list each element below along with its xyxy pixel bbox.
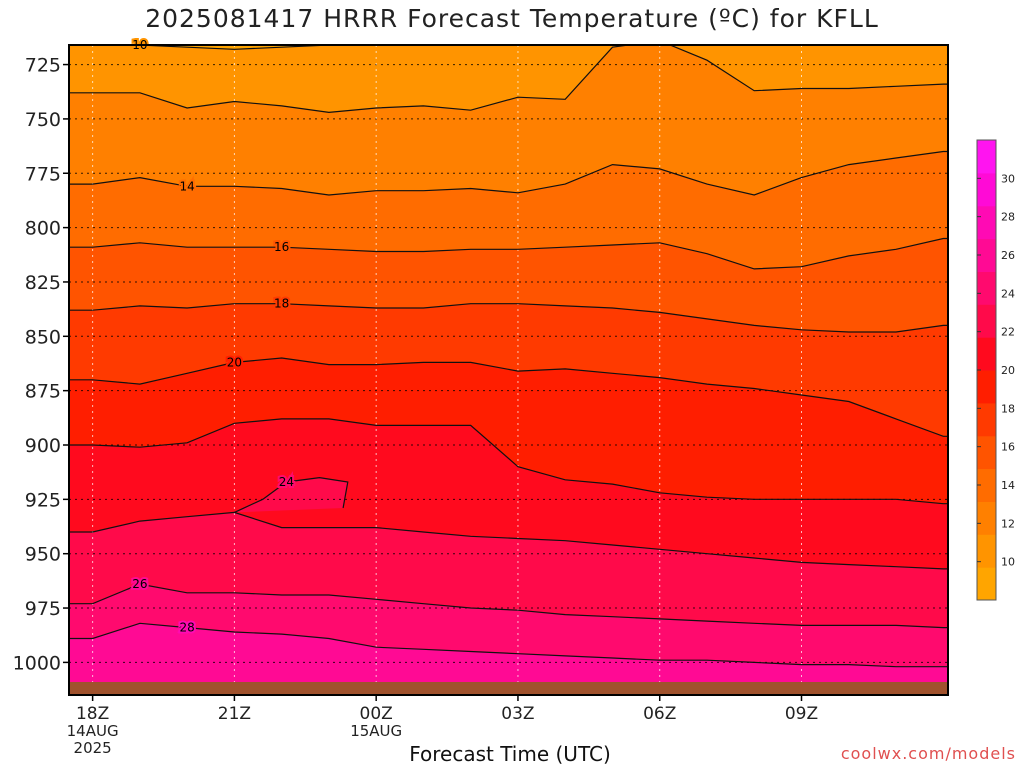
colorbar-tick-label: 18	[1001, 402, 1015, 415]
x-tick-sublabel: 14AUG	[67, 722, 119, 740]
contour-label-28: 28	[180, 621, 195, 635]
y-tick-label: 850	[25, 326, 61, 348]
colorbar-swatch	[977, 271, 996, 305]
plot-area	[69, 45, 948, 695]
plot-frame	[68, 44, 949, 696]
contour-12	[69, 45, 948, 114]
colorbar-tick-label: 10	[1001, 556, 1015, 569]
y-tick-label: 800	[25, 218, 61, 240]
contour-26	[69, 583, 948, 629]
colorbar-swatch	[977, 238, 996, 272]
colorbar-swatch	[977, 468, 996, 502]
contour-10	[69, 45, 948, 50]
colorbar-tick-label: 16	[1001, 441, 1015, 454]
colorbar-swatch	[977, 435, 996, 470]
y-axis: 725 750 775 800 825 850 875 900 925 950 975 1000	[13, 55, 69, 674]
colorbar-tick-label: 14	[1001, 479, 1015, 492]
x-tick-label: 18Z	[76, 704, 109, 724]
contour-lines	[69, 45, 948, 695]
band-28	[69, 623, 948, 695]
temperature-bands	[69, 45, 948, 695]
terrain-strip	[69, 682, 948, 695]
grid-lines	[69, 45, 948, 695]
colorbar-tick-label: 28	[1001, 211, 1015, 224]
contour-28	[69, 622, 948, 668]
contour-22	[69, 418, 948, 505]
x-tick-label: 21Z	[218, 704, 251, 724]
contour-label-18: 18	[274, 297, 289, 311]
contour-14	[69, 150, 948, 196]
contour-24	[234, 476, 349, 513]
y-tick-label: 875	[25, 381, 61, 403]
contour-20	[69, 357, 948, 437]
x-tick-label: 03Z	[501, 704, 534, 724]
colorbar-swatch	[977, 337, 996, 371]
x-tick-sublabel: 15AUG	[350, 722, 402, 740]
colorbar-swatch	[977, 304, 996, 338]
y-tick-label: 900	[25, 435, 61, 457]
band-24-dome	[234, 477, 348, 513]
colorbar-swatch	[977, 172, 996, 207]
contour-16	[69, 237, 948, 270]
x-tick-label: 06Z	[643, 704, 676, 724]
colorbar: 10 12 14 16 18 20 22 24 26 28 30	[976, 139, 1015, 601]
y-tick-label: 1000	[13, 652, 61, 674]
x-axis-label: Forecast Time (UTC)	[409, 742, 611, 766]
credit-link[interactable]: coolwx.com/models	[840, 744, 1016, 763]
colorbar-swatch	[977, 567, 996, 601]
contour-label-26: 26	[132, 577, 147, 591]
x-tick-label: 09Z	[785, 704, 818, 724]
y-tick-label: 775	[25, 163, 61, 185]
contour-label-16: 16	[274, 240, 289, 254]
colorbar-tick-label: 26	[1001, 249, 1015, 262]
colorbar-tick-label: 20	[1001, 364, 1015, 377]
contour-24	[69, 511, 948, 570]
x-tick-label: 00Z	[360, 704, 393, 724]
colorbar-swatch	[977, 534, 996, 568]
colorbar-swatch	[977, 205, 996, 240]
y-tick-label: 925	[25, 489, 61, 511]
x-tick-sublabel: 2025	[74, 739, 112, 757]
colorbar-tick-label: 22	[1001, 326, 1015, 339]
y-tick-label: 975	[25, 598, 61, 620]
colorbar-swatch	[977, 140, 996, 174]
colorbar-tick-label: 24	[1001, 287, 1015, 300]
contour-label-20: 20	[227, 355, 242, 369]
y-tick-label: 750	[25, 109, 61, 131]
contour-label-14: 14	[180, 179, 195, 193]
contour-label-24: 24	[279, 475, 294, 489]
y-tick-label: 950	[25, 544, 61, 566]
contour-18	[69, 303, 948, 333]
colorbar-tick-label: 12	[1001, 517, 1015, 530]
colorbar-swatch	[977, 370, 996, 404]
colorbar-swatch	[977, 501, 996, 535]
chart-title: 2025081417 HRRR Forecast Temperature (ºC…	[145, 4, 879, 33]
y-tick-label: 825	[25, 272, 61, 294]
y-tick-label: 725	[25, 55, 61, 77]
colorbar-swatch	[977, 402, 996, 437]
colorbar-tick-label: 30	[1001, 172, 1015, 185]
